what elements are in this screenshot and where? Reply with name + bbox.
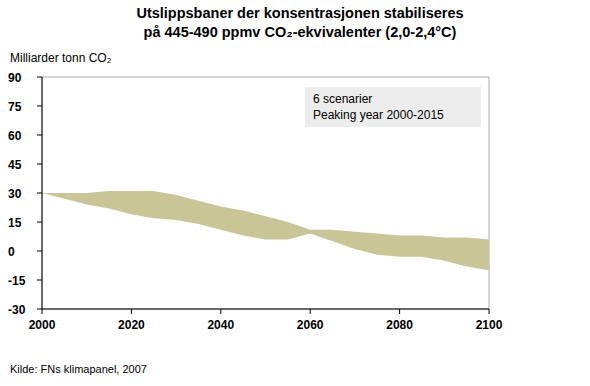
marks — [42, 191, 489, 270]
x-axis-line — [42, 309, 489, 310]
y-tick — [37, 280, 42, 281]
y-tick-label: 90 — [8, 71, 22, 85]
y-tick-label: -15 — [8, 274, 26, 288]
y-tick-label: 60 — [8, 129, 22, 143]
x-tick-label: 2040 — [207, 318, 234, 332]
y-axis-label: Milliarder tonn CO₂ — [10, 51, 112, 65]
y-tick — [37, 135, 42, 136]
x-tick-label: 2080 — [386, 318, 413, 332]
y-tick-label: 30 — [8, 187, 22, 201]
y-tick — [37, 251, 42, 252]
annotation-box — [305, 87, 481, 127]
subtitle: på 445-490 ppmv CO₂-ekvivalenter (2,0-2,… — [144, 24, 457, 40]
y-tick — [37, 106, 42, 107]
plot-frame — [42, 77, 489, 309]
x-tick — [42, 309, 43, 314]
y-tick — [37, 164, 42, 165]
y-tick-label: 0 — [8, 245, 15, 259]
y-tick-label: -30 — [8, 303, 26, 317]
annotation: 6 scenarier — [313, 92, 372, 106]
x-tick-label: 2100 — [476, 318, 503, 332]
y-tick — [37, 77, 42, 78]
y-tick — [37, 222, 42, 223]
x-tick — [310, 309, 311, 314]
source: Kilde: FNs klimapanel, 2007 — [10, 363, 147, 375]
y-tick — [37, 309, 42, 310]
y-tick — [37, 193, 42, 194]
x-tick — [489, 309, 490, 314]
y-tick-label: 45 — [8, 158, 22, 172]
x-tick — [131, 309, 132, 314]
x-tick-label: 2020 — [118, 318, 145, 332]
x-tick-label: 2000 — [29, 318, 56, 332]
x-tick — [399, 309, 400, 314]
x-tick-label: 2060 — [297, 318, 324, 332]
annotation: Peaking year 2000-2015 — [313, 108, 444, 122]
chart: Utslippsbaner der konsentrasjonen stabil… — [0, 0, 590, 386]
range-band — [42, 191, 489, 270]
y-tick-label: 15 — [8, 216, 22, 230]
title: Utslippsbaner der konsentrasjonen stabil… — [136, 5, 463, 21]
y-tick-label: 75 — [8, 100, 22, 114]
x-tick — [220, 309, 221, 314]
